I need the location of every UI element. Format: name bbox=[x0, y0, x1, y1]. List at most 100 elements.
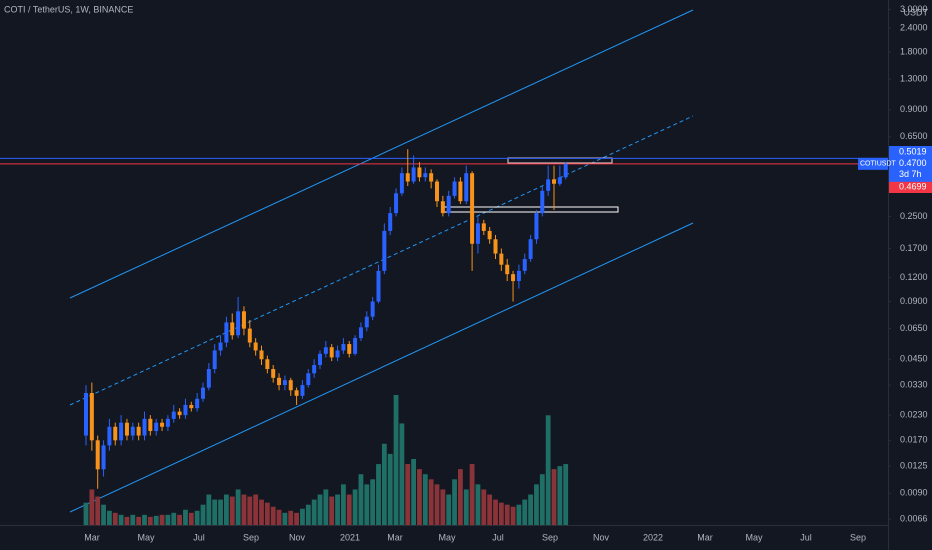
candle-body bbox=[271, 369, 276, 378]
candle-body bbox=[154, 422, 159, 432]
volume-bar bbox=[323, 489, 329, 525]
candle-body bbox=[142, 418, 147, 436]
volume-bar bbox=[516, 504, 522, 525]
volume-bar bbox=[422, 474, 428, 525]
candle-body bbox=[318, 353, 322, 365]
candle-body bbox=[358, 327, 363, 339]
volume-bar bbox=[124, 516, 130, 525]
candle-body bbox=[487, 230, 492, 240]
candle-body bbox=[300, 385, 305, 396]
volume-bar bbox=[300, 508, 305, 525]
volume-bar bbox=[136, 516, 142, 525]
volume-bar bbox=[475, 484, 481, 525]
candle-body bbox=[113, 426, 118, 441]
candle-body bbox=[435, 181, 439, 202]
candle-body bbox=[341, 344, 346, 351]
candle-body bbox=[329, 347, 334, 358]
volume-bar bbox=[147, 516, 153, 525]
volume-bar bbox=[95, 496, 101, 525]
volume-bar bbox=[253, 494, 259, 525]
last-price-bg bbox=[889, 157, 932, 182]
candle-body bbox=[171, 411, 176, 419]
volume-bar bbox=[335, 494, 340, 525]
candle-body bbox=[335, 350, 340, 358]
x-tick-label: May bbox=[438, 532, 456, 542]
candle-body bbox=[288, 380, 293, 391]
volume-bar bbox=[305, 504, 311, 525]
volume-bar bbox=[446, 494, 452, 525]
volume-bar bbox=[370, 479, 376, 525]
volume-bar bbox=[153, 515, 159, 525]
volume-bar bbox=[434, 484, 440, 525]
countdown: 3d 7h bbox=[899, 169, 922, 179]
price-tag: 0.5019 bbox=[899, 146, 927, 156]
volume-bar bbox=[276, 509, 282, 525]
channel-lower bbox=[69, 222, 694, 513]
candle-body bbox=[212, 350, 217, 370]
volume-bar bbox=[229, 496, 235, 525]
volume-bar bbox=[551, 469, 557, 525]
volume-bar bbox=[107, 510, 112, 525]
y-tick-label: 0.0450 bbox=[900, 354, 928, 364]
candle-body bbox=[382, 230, 387, 271]
volume-bar bbox=[89, 489, 95, 525]
candle-body bbox=[452, 181, 457, 196]
y-tick-label: 0.0900 bbox=[900, 296, 928, 306]
volume-bar bbox=[411, 458, 416, 525]
candle-body bbox=[206, 369, 211, 388]
volume-bar bbox=[364, 484, 370, 525]
candle-body bbox=[423, 173, 428, 178]
candle-body bbox=[241, 311, 246, 329]
volume-bar bbox=[469, 464, 475, 525]
volume-bar bbox=[159, 514, 165, 525]
candle-body bbox=[429, 173, 434, 182]
x-tick-label: May bbox=[745, 532, 763, 542]
candle-body bbox=[294, 390, 299, 396]
volume-bar bbox=[259, 499, 264, 525]
volume-bar bbox=[522, 499, 528, 525]
last-price: 0.4700 bbox=[899, 158, 927, 168]
volume-bar bbox=[417, 469, 422, 525]
volume-bar bbox=[393, 395, 399, 525]
candle-body bbox=[265, 359, 270, 370]
volume-bar bbox=[317, 494, 323, 525]
volume-bar bbox=[83, 502, 89, 525]
candle-body bbox=[411, 167, 416, 182]
volume-bar bbox=[329, 496, 335, 525]
candle-body bbox=[160, 422, 165, 427]
channel-mid bbox=[69, 115, 694, 406]
candle-body bbox=[540, 190, 545, 214]
y-tick-label: 0.1700 bbox=[900, 243, 928, 253]
volume-bar bbox=[510, 506, 516, 525]
y-tick-label: 1.3000 bbox=[900, 73, 928, 83]
candle-body bbox=[236, 311, 241, 336]
drawings bbox=[69, 9, 694, 513]
candle-body bbox=[306, 373, 311, 386]
symbol-tag-bg bbox=[858, 157, 888, 170]
volume-bar bbox=[264, 502, 270, 525]
y-tick-label: 0.0330 bbox=[900, 379, 928, 389]
candle-body bbox=[247, 328, 252, 343]
volume-bar bbox=[428, 479, 434, 525]
volume-bar bbox=[481, 489, 487, 525]
candle-body bbox=[370, 301, 375, 317]
candle-body bbox=[505, 264, 510, 275]
volume-bar bbox=[101, 504, 106, 525]
volume-bar bbox=[247, 496, 253, 525]
volume-bar bbox=[171, 512, 177, 525]
volume-bar bbox=[200, 504, 206, 525]
x-tick-label: Nov bbox=[593, 532, 610, 542]
candle-body bbox=[563, 163, 568, 178]
y-tick-label: 0.2500 bbox=[900, 211, 928, 221]
volume-bar bbox=[218, 499, 223, 525]
candle-body bbox=[259, 350, 264, 360]
candle-body bbox=[165, 418, 170, 427]
candle-body bbox=[534, 213, 539, 240]
volume-bar bbox=[177, 514, 182, 525]
candle-body bbox=[557, 177, 562, 184]
candle-body bbox=[148, 418, 153, 432]
volume-bar bbox=[188, 512, 194, 525]
candle-body bbox=[376, 270, 381, 302]
volume-bar bbox=[235, 489, 241, 525]
candle-body bbox=[446, 195, 451, 214]
